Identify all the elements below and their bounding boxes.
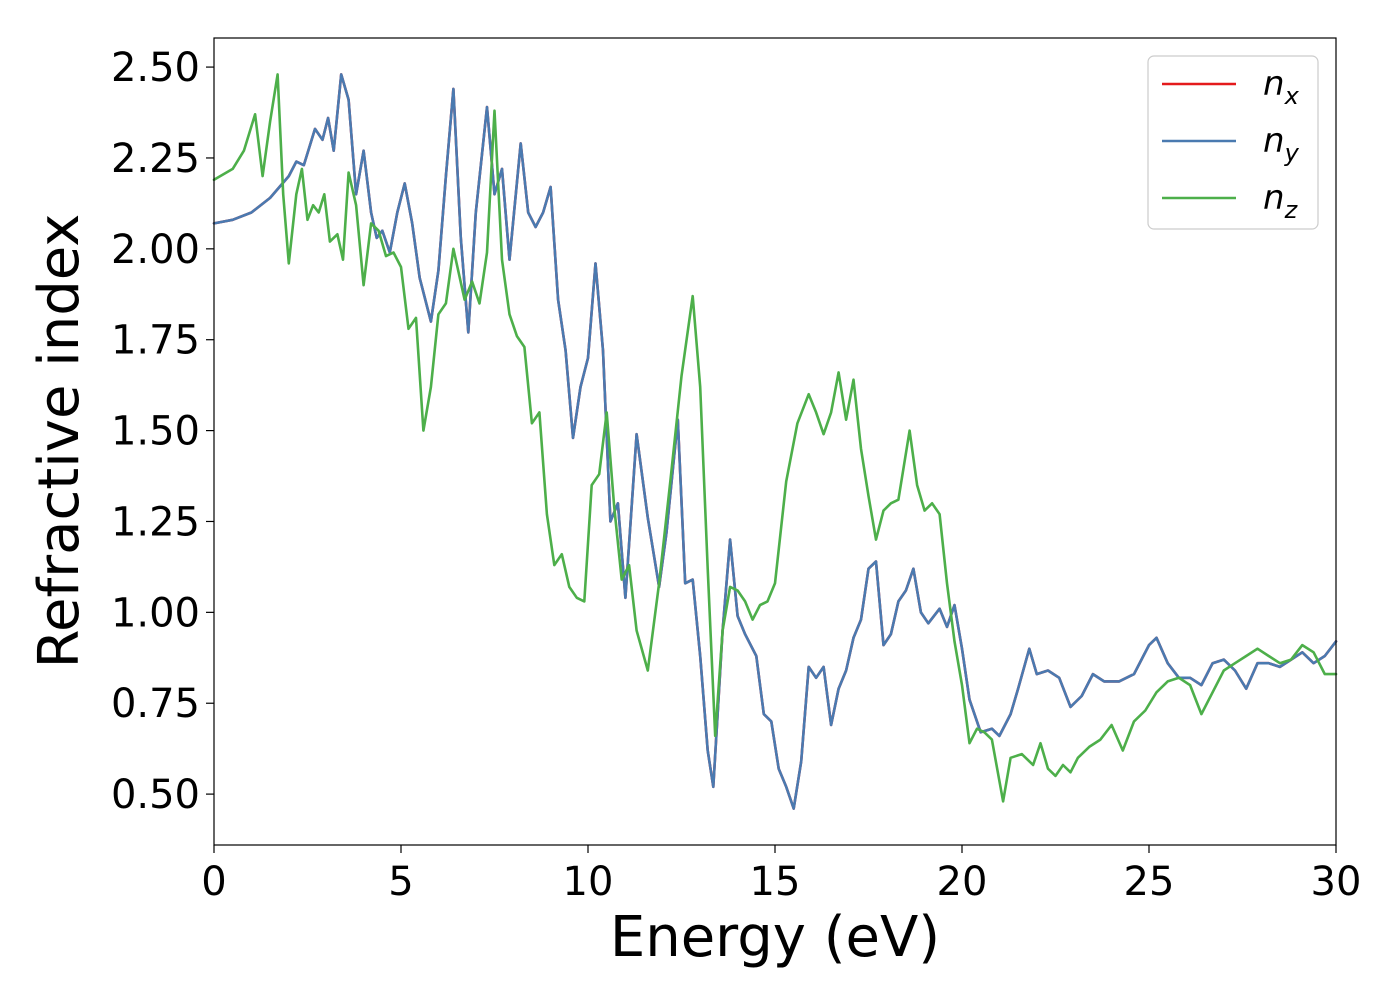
x-tick-label: 0 xyxy=(201,859,226,905)
y-tick-label: 2.25 xyxy=(111,136,200,182)
y-tick-label: 0.75 xyxy=(111,681,200,727)
x-tick-label: 5 xyxy=(388,859,413,905)
legend-label-y: ny xyxy=(1263,121,1300,167)
legend-subscript-z: z xyxy=(1284,196,1299,224)
y-tick-label: 1.00 xyxy=(111,590,200,636)
x-tick-label: 15 xyxy=(750,859,801,905)
legend-subscript-x: x xyxy=(1284,82,1300,110)
legend-subscript-y: y xyxy=(1284,139,1300,167)
x-tick-label: 25 xyxy=(1124,859,1175,905)
y-tick-label: 1.50 xyxy=(111,409,200,455)
y-tick-label: 0.50 xyxy=(111,772,200,818)
x-axis-label: Energy (eV) xyxy=(610,905,940,970)
x-tick-label: 10 xyxy=(563,859,614,905)
series-line-y xyxy=(212,73,1338,810)
series-line-z xyxy=(212,73,1338,803)
x-tick-label: 20 xyxy=(937,859,988,905)
y-tick-label: 1.25 xyxy=(111,499,200,545)
legend-box xyxy=(1147,55,1319,230)
y-axis-ticks: 0.50 0.75 1.00 1.25 1.50 1.75 2.00 2.25 2.50 xyxy=(111,45,214,818)
x-axis-ticks: 0 5 10 15 20 25 30 xyxy=(201,845,1361,905)
x-tick-label: 30 xyxy=(1311,859,1362,905)
y-tick-label: 2.00 xyxy=(111,227,200,273)
y-tick-label: 2.50 xyxy=(111,45,200,91)
y-axis-label: Refractive index xyxy=(27,214,92,669)
y-tick-label: 1.75 xyxy=(111,318,200,364)
series-lines xyxy=(212,73,1338,810)
